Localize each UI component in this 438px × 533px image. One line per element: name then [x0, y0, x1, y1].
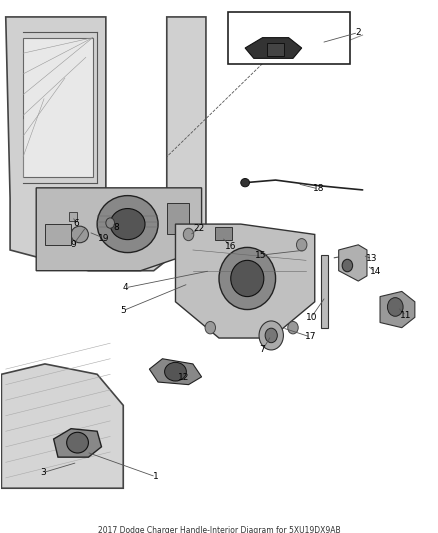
Bar — [267, 43, 284, 56]
Text: 15: 15 — [255, 251, 267, 260]
Text: 7: 7 — [260, 345, 265, 354]
Polygon shape — [36, 188, 201, 271]
Polygon shape — [245, 38, 302, 58]
Ellipse shape — [71, 226, 88, 243]
Polygon shape — [176, 224, 315, 338]
Text: 4: 4 — [123, 284, 128, 292]
Text: 2: 2 — [356, 28, 361, 37]
Bar — [321, 255, 328, 328]
Ellipse shape — [388, 297, 403, 316]
Polygon shape — [23, 38, 93, 177]
Text: 8: 8 — [114, 223, 120, 232]
Text: 19: 19 — [98, 233, 110, 243]
Ellipse shape — [67, 432, 88, 453]
Ellipse shape — [241, 179, 250, 187]
Text: 22: 22 — [194, 224, 205, 233]
Ellipse shape — [184, 228, 194, 241]
Text: 16: 16 — [225, 242, 237, 251]
Text: 11: 11 — [400, 311, 412, 320]
Ellipse shape — [288, 321, 298, 334]
Ellipse shape — [259, 321, 283, 350]
Ellipse shape — [265, 328, 277, 343]
Ellipse shape — [342, 260, 353, 272]
Ellipse shape — [97, 196, 158, 253]
Bar — [215, 227, 232, 240]
Text: 17: 17 — [305, 333, 316, 342]
Text: 5: 5 — [120, 306, 126, 315]
Text: 10: 10 — [306, 313, 317, 322]
Ellipse shape — [110, 208, 145, 240]
Text: 12: 12 — [178, 374, 189, 382]
Polygon shape — [6, 17, 206, 271]
Ellipse shape — [106, 218, 115, 228]
Polygon shape — [339, 245, 367, 281]
Polygon shape — [53, 429, 102, 457]
Bar — [228, 12, 350, 63]
Text: 1: 1 — [153, 472, 159, 481]
Bar — [45, 224, 71, 245]
Polygon shape — [149, 359, 201, 385]
Ellipse shape — [297, 239, 307, 251]
Text: 2017 Dodge Charger Handle-Interior Diagram for 5XU19DX9AB: 2017 Dodge Charger Handle-Interior Diagr… — [98, 526, 340, 533]
Text: 14: 14 — [370, 267, 381, 276]
Text: 3: 3 — [40, 468, 46, 477]
Ellipse shape — [219, 247, 276, 310]
Polygon shape — [380, 292, 415, 328]
Ellipse shape — [165, 362, 186, 381]
Text: 18: 18 — [312, 184, 324, 193]
Ellipse shape — [231, 260, 264, 296]
Bar — [69, 212, 77, 221]
Text: 9: 9 — [71, 240, 76, 249]
Text: 6: 6 — [74, 219, 79, 228]
Text: 13: 13 — [367, 254, 378, 263]
Ellipse shape — [205, 321, 215, 334]
Bar — [167, 204, 188, 235]
Polygon shape — [1, 364, 123, 488]
